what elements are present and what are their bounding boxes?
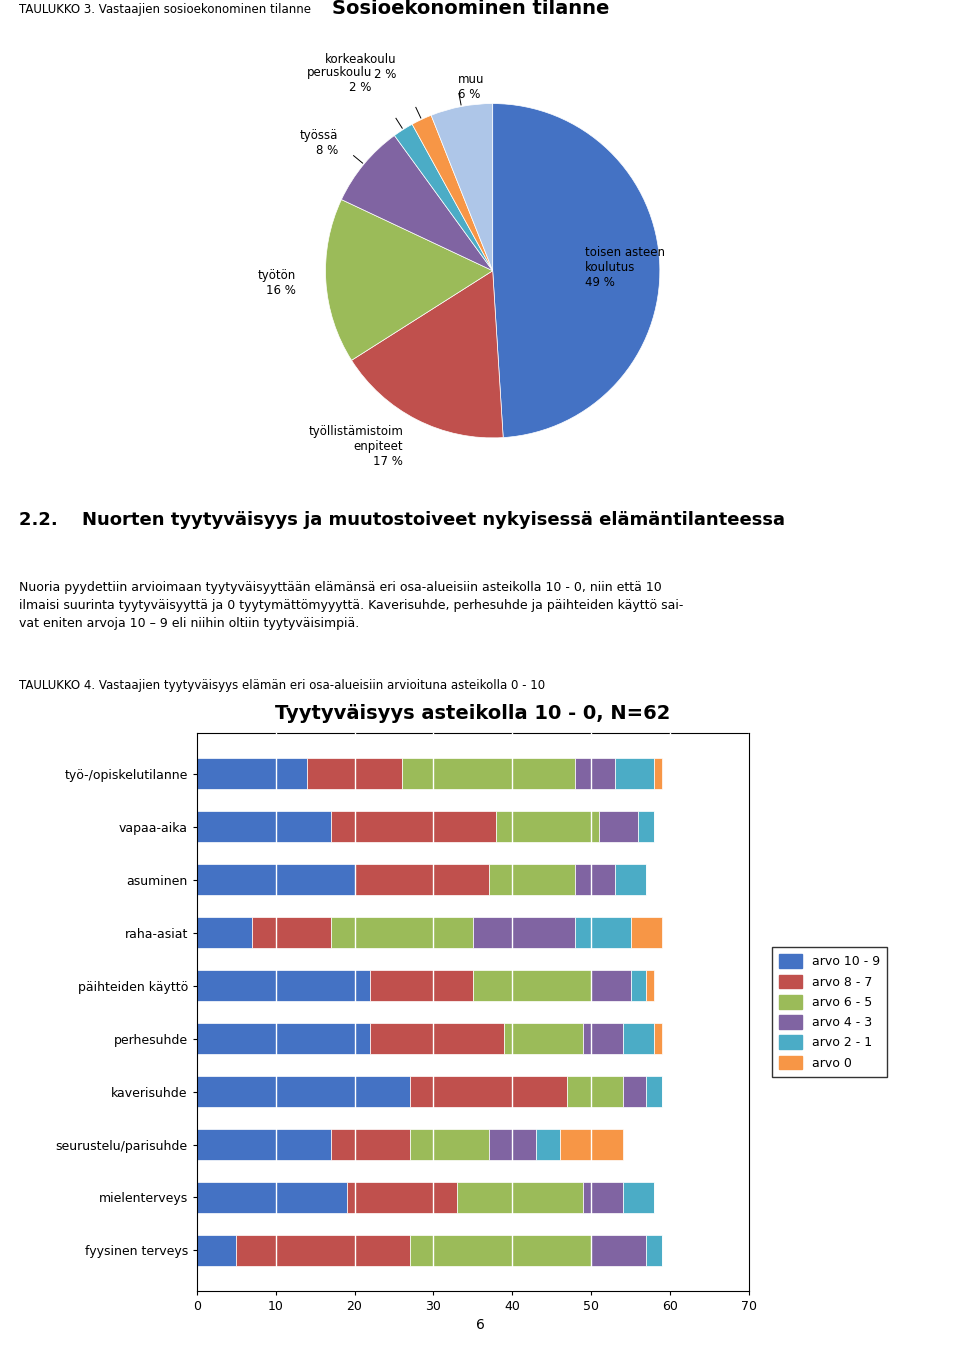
Bar [489,1130,536,1159]
Bar [307,759,402,790]
Bar [536,1130,560,1159]
Text: TAULUKKO 4. Vastaajien tyytyväisyys elämän eri osa-alueisiin arvioituna asteikol: TAULUKKO 4. Vastaajien tyytyväisyys eläm… [19,679,545,693]
Bar [646,1235,662,1266]
Text: TAULUKKO 3. Vastaajien sosioekonominen tilanne: TAULUKKO 3. Vastaajien sosioekonominen t… [19,3,311,16]
Bar [197,811,331,842]
Text: 2.2.  Nuorten tyytyväisyys ja muutostoiveet nykyisessä elämäntilanteessa: 2.2. Nuorten tyytyväisyys ja muutostoive… [19,511,785,529]
Wedge shape [492,104,660,437]
Bar [567,1076,623,1107]
Bar [410,1076,567,1107]
Bar [371,970,472,1001]
Wedge shape [325,199,492,360]
Wedge shape [395,124,492,270]
Text: toisen asteen
koulutus
49 %: toisen asteen koulutus 49 % [585,246,664,289]
Text: työllistämistoim
enpiteet
17 %: työllistämistoim enpiteet 17 % [308,425,403,468]
Bar [623,1076,646,1107]
Bar [575,865,614,894]
Bar [638,811,654,842]
Bar [410,1235,591,1266]
Text: muu
6 %: muu 6 % [458,73,484,101]
Text: työtön
16 %: työtön 16 % [257,269,296,297]
Bar [583,1182,623,1213]
Bar [504,1024,584,1054]
Wedge shape [351,270,503,438]
Bar [331,811,496,842]
Text: 6: 6 [475,1318,485,1332]
Bar [472,970,591,1001]
Bar [575,917,631,948]
Bar [331,917,472,948]
Text: Nuoria pyydettiin arvioimaan tyytyväisyyttään elämänsä eri osa-alueisiin asteiko: Nuoria pyydettiin arvioimaan tyytyväisyy… [19,581,684,629]
Bar [599,811,638,842]
Bar [623,1024,654,1054]
Bar [631,970,646,1001]
Bar [591,970,631,1001]
Bar [631,917,662,948]
Title: Sosioekonominen tilanne: Sosioekonominen tilanne [332,0,609,19]
Bar [489,865,575,894]
Bar [236,1235,410,1266]
Bar [614,865,646,894]
Bar [197,1182,347,1213]
Bar [591,1235,646,1266]
Bar [623,1182,654,1213]
Bar [197,865,354,894]
Wedge shape [431,104,492,270]
Bar [197,1130,331,1159]
Wedge shape [342,136,492,270]
Bar [197,1076,410,1107]
Bar [197,970,371,1001]
Bar [354,865,489,894]
Bar [197,759,307,790]
Bar [654,759,662,790]
Legend: arvo 10 - 9, arvo 8 - 7, arvo 6 - 5, arvo 4 - 3, arvo 2 - 1, arvo 0: arvo 10 - 9, arvo 8 - 7, arvo 6 - 5, arv… [772,947,887,1077]
Bar [583,1024,623,1054]
Bar [560,1130,623,1159]
Wedge shape [412,116,492,270]
Text: työssä
8 %: työssä 8 % [300,129,338,157]
Bar [472,917,575,948]
Bar [614,759,654,790]
Title: Tyytyväisyys asteikolla 10 - 0, N=62: Tyytyväisyys asteikolla 10 - 0, N=62 [276,705,670,724]
Bar [371,1024,504,1054]
Bar [646,970,654,1001]
Bar [646,1076,662,1107]
Bar [252,917,331,948]
Bar [496,811,599,842]
Bar [197,1024,371,1054]
Bar [410,1130,489,1159]
Text: korkeakoulu
2 %: korkeakoulu 2 % [325,52,396,81]
Bar [654,1024,662,1054]
Bar [197,917,252,948]
Text: peruskoulu
2 %: peruskoulu 2 % [306,66,372,94]
Bar [575,759,614,790]
Bar [197,1235,236,1266]
Bar [457,1182,583,1213]
Bar [402,759,575,790]
Bar [347,1182,457,1213]
Bar [331,1130,410,1159]
